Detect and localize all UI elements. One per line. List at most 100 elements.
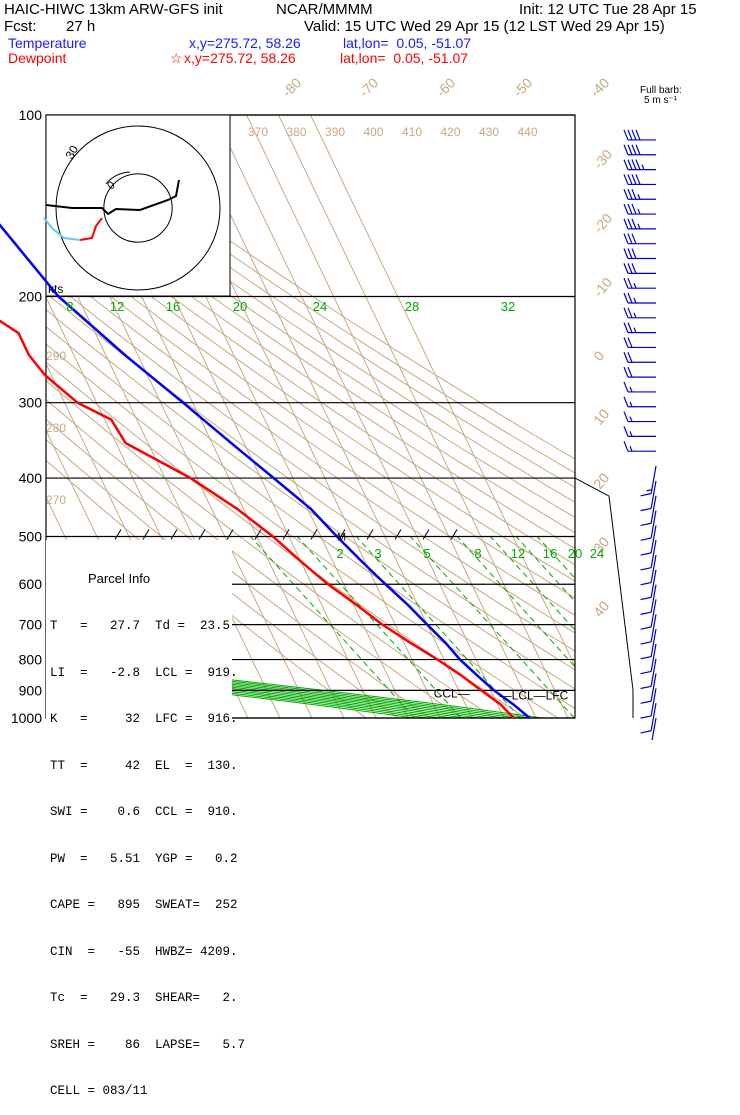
barb-flag [640, 641, 652, 645]
moist-adiabat-label: 8 [66, 299, 73, 314]
parcel-row: CAPE = 895 SWEAT= 252 [50, 898, 238, 912]
pressure-label: 300 [19, 395, 43, 411]
pressure-label: 600 [19, 576, 43, 592]
isotherm-line [278, 115, 569, 718]
barb-half [629, 401, 633, 407]
barb-flag [635, 144, 641, 156]
barb-flag [627, 366, 633, 378]
barb-flag [627, 144, 633, 156]
barb-flag [631, 174, 637, 185]
barb-flag [623, 307, 629, 319]
barb-flag [623, 322, 629, 333]
wind-barb [640, 569, 657, 601]
parcel-info-title: Parcel Info [88, 571, 151, 586]
barb-flag [623, 440, 629, 452]
wind-barb [640, 495, 657, 527]
barb-staff [650, 703, 657, 731]
tick-mark [422, 529, 430, 540]
wind-barb [623, 218, 656, 230]
parcel-row: CELL = 083/11 [50, 1084, 148, 1098]
barb-flag [631, 248, 637, 259]
barb-staff [650, 465, 657, 494]
barb-staff [650, 569, 657, 598]
dry-adiabat-line [46, 326, 575, 710]
barb-flag [640, 596, 652, 601]
temperature-profile [0, 223, 531, 719]
dry-adiabat-line [46, 186, 575, 550]
barb-staff [650, 584, 657, 613]
mixing-ratio-label: 16 [543, 546, 557, 561]
barb-staff [650, 540, 657, 568]
barb-flag [623, 203, 629, 215]
isotherm-label: -60 [433, 74, 459, 100]
tick-mark [226, 529, 234, 540]
wind-barb [623, 233, 656, 245]
mixing-ratio-label: 20 [568, 546, 582, 561]
barb-flag [627, 352, 633, 363]
moist-adiabat-label: 24 [313, 299, 327, 314]
parcel-row: PW = 5.51 YGP = 0.2 [50, 851, 238, 866]
barb-flag [623, 233, 629, 244]
barb-flag [627, 159, 633, 170]
freezing-level-marker: M [337, 531, 346, 543]
temperature-legend: Temperature [8, 35, 87, 51]
temperature-latlon: lat,lon= 0.05, -51.07 [343, 35, 472, 51]
wind-barb [623, 337, 656, 349]
barb-flag [640, 581, 652, 586]
hodograph-ring-outer [55, 125, 221, 291]
barb-flag [623, 292, 629, 304]
temperature-xy: x,y=275.72, 58.26 [189, 35, 301, 51]
isotherm-label: -40 [587, 74, 613, 100]
barb-flag [640, 685, 652, 690]
dry-adiabat-label: 410 [402, 125, 422, 139]
mixing-ratio-line [410, 536, 575, 718]
wind-barb [623, 381, 656, 393]
pressure-label: 400 [19, 470, 43, 486]
mixing-ratio-line [515, 536, 575, 603]
barb-staff [650, 599, 657, 628]
barb-flag [640, 552, 652, 556]
wind-barb [640, 688, 657, 719]
parcel-row: TT = 42 EL = 130. [50, 758, 238, 773]
wind-barb [640, 614, 657, 645]
barb-flag [631, 129, 637, 141]
barb-flag [627, 233, 633, 244]
fcst-value: 27 h [66, 18, 96, 35]
dry-adiabat-label: 400 [364, 125, 384, 139]
hodograph-arc [105, 171, 131, 185]
wind-barb [623, 129, 656, 141]
barb-flag [640, 700, 652, 704]
barb-flag [623, 366, 629, 378]
wind-barb [640, 673, 657, 704]
hodograph-trace-lower [79, 217, 103, 241]
dry-adiabat-label: 420 [441, 125, 461, 139]
barb-flag [627, 203, 633, 215]
dry-adiabat-label: 270 [46, 493, 66, 507]
mixing-ratio-label: 12 [511, 546, 525, 561]
barb-flag [631, 189, 637, 200]
wind-barb [640, 584, 657, 615]
wind-barb [623, 366, 656, 378]
barb-staff [650, 495, 657, 524]
barb-flag [635, 159, 641, 170]
barb-flag [627, 322, 633, 333]
org-label: NCAR/MMMM [276, 1, 373, 18]
dry-adiabat-label: 280 [46, 421, 66, 435]
barb-half [629, 416, 633, 422]
moist-adiabat-label: 32 [501, 299, 515, 314]
barb-flag [623, 277, 629, 289]
tick-mark [450, 529, 458, 540]
barb-staff [650, 673, 657, 702]
tick-mark [310, 529, 318, 540]
barb-staff [650, 643, 657, 672]
parcel-row: LI = -2.8 LCL = 919. [50, 665, 238, 680]
mixing-ratio-label: 8 [474, 546, 481, 561]
wind-barb [623, 322, 656, 334]
dry-adiabat-line [46, 229, 575, 599]
dry-adiabat-line [46, 260, 575, 634]
wind-barb [623, 248, 656, 260]
barb-flag [623, 218, 629, 230]
parcel-info-panel: Parcel Info T = 27.7 Td = 23.5 LI = -2.8… [46, 540, 245, 1098]
hodograph-ring-label: 30 [62, 143, 81, 162]
wind-barb [640, 480, 657, 512]
